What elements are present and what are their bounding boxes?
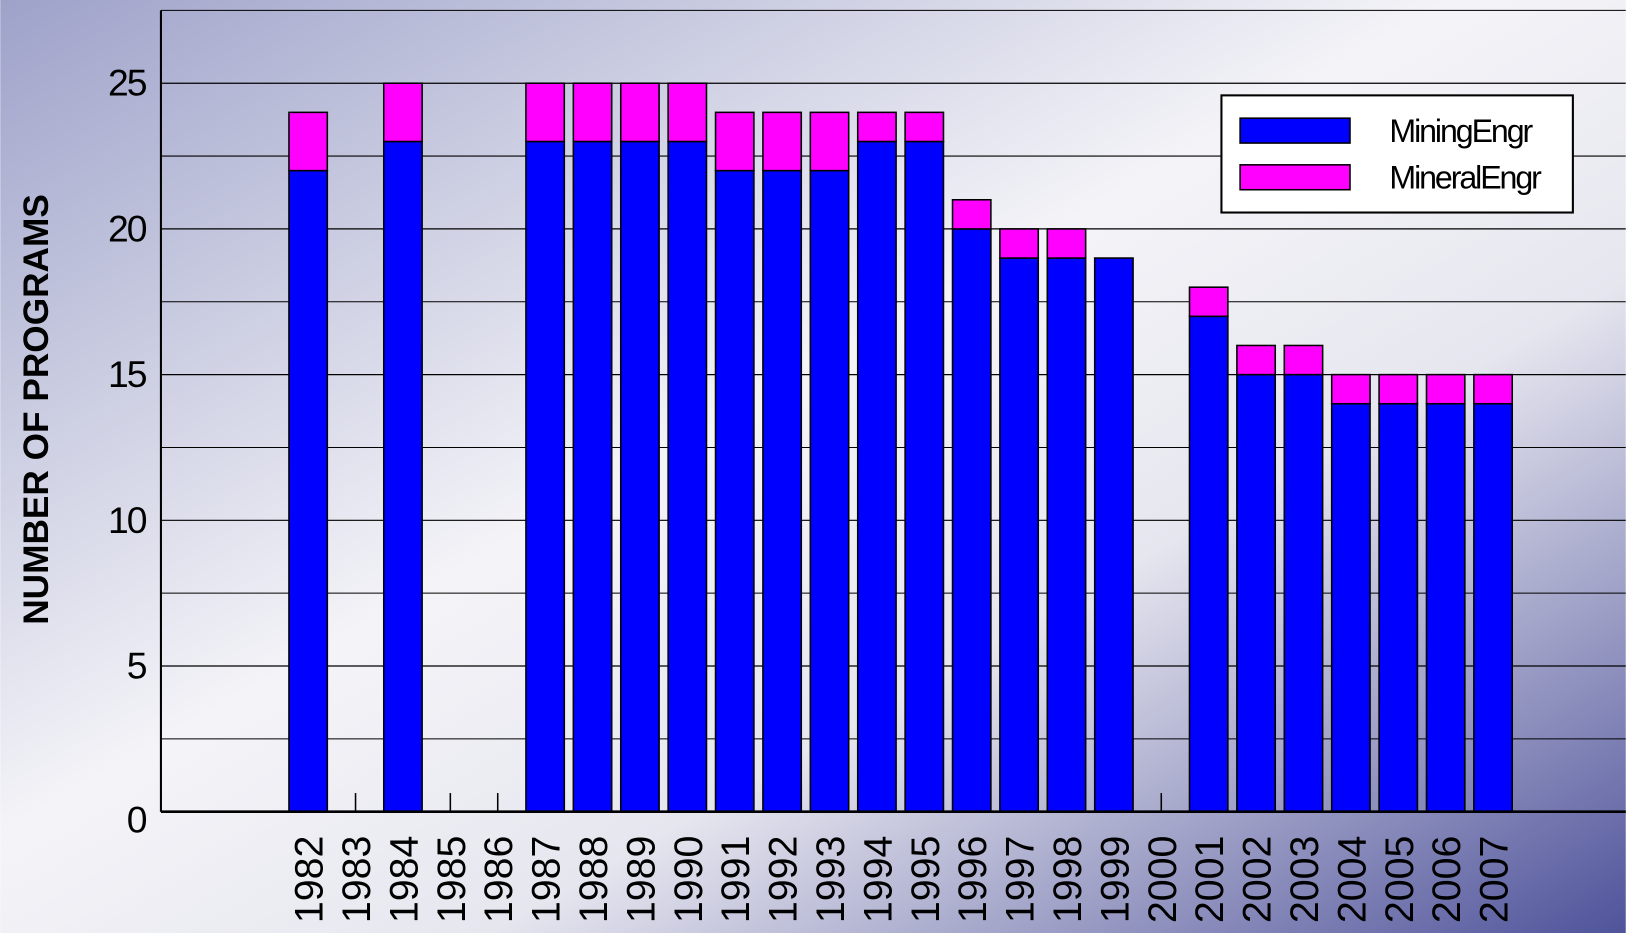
x-tick-label: 1994 [856,836,900,924]
bar-segment [1236,344,1277,376]
x-tick-label: 1993 [809,836,853,924]
bar-segment [1425,402,1466,813]
legend-label: MineralEngr [1389,160,1542,196]
legend-label: MiningEngr [1389,113,1533,149]
y-axis-label: NUMBER OF PROGRAMS [17,194,56,625]
x-tick-label: 2007 [1473,836,1517,924]
bar-segment [856,140,897,813]
bar-segment [809,169,850,813]
x-tick-label: 1997 [999,836,1043,924]
x-tick-label: 1983 [335,836,379,924]
legend-swatch [1239,117,1351,144]
x-tick-label: 1991 [714,836,758,924]
x-tick-label: 1982 [288,836,332,924]
x-tick-label: 1985 [430,836,474,924]
bar-segment [714,111,755,172]
legend-box [1220,94,1574,214]
x-tick-label: 2006 [1425,836,1469,924]
x-tick-label: 2003 [1283,836,1327,924]
bar-segment [762,169,803,813]
bar-segment [288,111,329,172]
bar-segment [525,140,566,813]
y-tick-label: 15 [108,353,147,395]
bar-segment [951,228,992,813]
x-tick-label: 1988 [572,836,616,924]
bar-segment [1188,286,1229,318]
bar-segment [762,111,803,172]
bar-segment [1093,257,1134,813]
x-tick-label: 1996 [951,836,995,924]
x-tick-label: 2005 [1378,836,1422,924]
bar-segment [667,140,708,813]
x-tick-label: 1999 [1093,836,1137,924]
x-tick-label: 2000 [1141,836,1185,924]
bar-segment [288,169,329,813]
bar-segment [1330,373,1371,405]
bar-segment [904,111,945,143]
bar-segment [1188,315,1229,813]
x-tick-label: 1995 [904,836,948,924]
bar-segment [1330,402,1371,813]
x-tick-label: 1998 [1046,836,1090,924]
bar-segment [525,82,566,143]
bar-segment [904,140,945,813]
bar-segment [1046,228,1087,259]
bar-segment [1378,402,1419,813]
x-tick-label: 2002 [1236,836,1280,924]
y-tick-label: 0 [127,798,147,840]
bar-segment [382,82,423,143]
bar-segment [619,140,660,813]
bar-segment [382,140,423,813]
x-tick-label: 1992 [762,836,806,924]
bar-segment [999,257,1040,813]
bar-segment [572,82,613,143]
bar-segment [856,111,897,143]
bar-segment [1473,402,1514,813]
x-tick-label: 1984 [382,836,426,924]
bar-segment [999,228,1040,259]
bar-segment [619,82,660,143]
y-tick-label: 5 [127,644,147,686]
y-tick-label: 10 [108,499,147,541]
bar-segment [1378,373,1419,405]
bar-segment [1283,373,1324,813]
bar-segment [1046,257,1087,813]
legend-swatch [1239,164,1351,191]
x-tick-label: 2001 [1188,836,1232,924]
x-tick-label: 1986 [477,836,521,924]
y-tick-label: 25 [108,62,147,104]
bar-segment [714,169,755,813]
bar-segment [1283,344,1324,376]
x-tick-label: 1989 [619,836,663,924]
x-tick-label: 1990 [667,836,711,924]
bar-segment [951,198,992,230]
x-tick-label: 1987 [525,836,569,924]
legend: MiningEngr MineralEngr [1220,94,1574,214]
x-tick-label: 2004 [1330,836,1374,924]
bar-segment [1236,373,1277,813]
bar-segment [1473,373,1514,405]
bar-segment [667,82,708,143]
bar-segment [809,111,850,172]
y-tick-label: 20 [108,207,147,249]
bar-segment [1425,373,1466,405]
bar-segment [572,140,613,813]
